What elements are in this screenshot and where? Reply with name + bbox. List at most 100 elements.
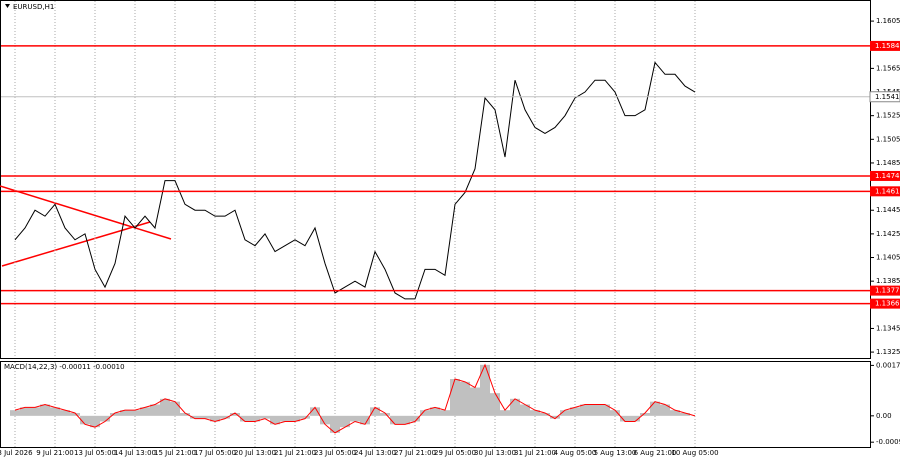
x-tick-label: 9 Jul 21:00 <box>36 449 74 457</box>
histogram-bar <box>510 398 520 416</box>
histogram-bar <box>60 410 70 416</box>
histogram-bar <box>580 404 590 416</box>
x-tick-label: 30 Jul 13:00 <box>474 449 516 457</box>
y-tick-label: 1.1605 <box>876 17 900 25</box>
histogram-bar <box>170 401 180 416</box>
x-tick-label: 31 Jul 21:00 <box>514 449 556 457</box>
x-tick-label: 21 Jul 21:00 <box>274 449 316 457</box>
histogram-bar <box>150 404 160 416</box>
y-tick-label: 1.1445 <box>876 206 900 214</box>
histogram-bar <box>530 410 540 416</box>
histogram-bar <box>410 415 420 422</box>
histogram-bar <box>190 415 200 419</box>
histogram-bar <box>390 415 400 425</box>
y-tick-label: -0.00093 <box>876 438 900 446</box>
histogram-bar <box>470 387 480 416</box>
histogram-bar <box>660 404 670 416</box>
level-label-box <box>870 285 900 296</box>
y-tick-label: 1.1405 <box>876 254 900 262</box>
histogram-bar <box>600 404 610 416</box>
level-label: 1.1366 <box>875 300 900 308</box>
level-label: 1.1584 <box>875 42 900 50</box>
y-tick-label: 1.1385 <box>876 277 900 285</box>
signal-line <box>14 363 696 434</box>
histogram-bar <box>630 415 640 422</box>
histogram-bar <box>90 415 100 428</box>
menu-arrow[interactable] <box>5 4 10 8</box>
histogram-bar <box>440 410 450 416</box>
histogram-bar <box>100 415 110 422</box>
histogram-bar <box>250 415 260 422</box>
y-tick-label: 1.1505 <box>876 135 900 143</box>
histogram-bar <box>160 398 170 416</box>
histogram-bar <box>260 415 270 419</box>
histogram-bar <box>290 415 300 422</box>
y-tick-label: 0.00178 <box>876 361 900 369</box>
histogram-bar <box>620 415 630 422</box>
histogram-bar <box>370 407 380 416</box>
histogram-bar <box>490 393 500 416</box>
y-tick-label: 0.00 <box>876 412 892 420</box>
x-tick-label: 20 Jul 13:00 <box>234 449 276 457</box>
histogram-bar <box>380 413 390 416</box>
histogram-bar <box>650 401 660 416</box>
histogram-bar <box>130 410 140 416</box>
level-label: 1.1377 <box>875 287 900 295</box>
x-tick-label: 14 Jul 13:00 <box>114 449 156 457</box>
histogram-bar <box>180 413 190 416</box>
x-tick-label: 15 Jul 21:00 <box>154 449 196 457</box>
histogram-bar <box>200 415 210 419</box>
current-price-label: 1.1541 <box>875 93 900 101</box>
histogram-bar <box>330 415 340 433</box>
y-tick-label: 1.1345 <box>876 324 900 332</box>
y-tick-label: 1.1565 <box>876 64 900 72</box>
price-label-box <box>869 91 900 103</box>
histogram-bar <box>480 364 490 416</box>
level-label: 1.1461 <box>875 187 900 195</box>
histogram-bar <box>670 410 680 416</box>
histogram-bar <box>300 415 310 419</box>
histogram-bar <box>10 410 20 416</box>
y-tick-label: 1.1425 <box>876 230 900 238</box>
histogram-bar <box>240 415 250 422</box>
histogram-bar <box>80 415 90 425</box>
x-tick-label: 27 Jul 21:00 <box>394 449 436 457</box>
histogram-bar <box>40 404 50 416</box>
histogram-bar <box>540 413 550 416</box>
y-tick-label: 1.1525 <box>876 112 900 120</box>
histogram-bar <box>590 404 600 416</box>
macd-title: MACD(14,22,3) -0.00011 -0.00010 <box>4 363 125 371</box>
x-tick-label: 10 Aug 05:00 <box>671 449 718 457</box>
y-tick-label: 1.1325 <box>876 348 900 356</box>
histogram-bar <box>360 415 370 425</box>
histogram-bar <box>420 410 430 416</box>
x-tick-label: 24 Jul 13:00 <box>354 449 396 457</box>
x-tick-label: 8 Jul 2026 <box>0 449 33 457</box>
level-label-box <box>870 40 900 51</box>
histogram-bar <box>500 410 510 416</box>
x-tick-label: 4 Aug 05:00 <box>554 449 597 457</box>
histogram-bar <box>560 410 570 416</box>
histogram-bar <box>450 379 460 416</box>
level-label-box <box>870 186 900 197</box>
price-line <box>14 61 696 300</box>
x-tick-label: 23 Jul 05:00 <box>314 449 356 457</box>
histogram-bar <box>520 404 530 416</box>
x-tick-label: 6 Aug 21:00 <box>634 449 677 457</box>
x-tick-label: 17 Jul 05:00 <box>194 449 236 457</box>
level-label-box <box>870 170 900 181</box>
y-tick-label: 1.1485 <box>876 159 900 167</box>
x-tick-label: 5 Aug 13:00 <box>594 449 637 457</box>
histogram-bar <box>210 415 220 422</box>
histogram-bar <box>70 413 80 416</box>
histogram-bar <box>680 413 690 416</box>
histogram-bar <box>610 410 620 416</box>
histogram-bar <box>640 413 650 416</box>
macd-frame <box>0 361 871 448</box>
histogram-bar <box>30 407 40 416</box>
histogram-bar <box>310 407 320 416</box>
trend-line <box>1 221 151 267</box>
histogram-bar <box>350 415 360 422</box>
histogram-bar <box>550 415 560 419</box>
